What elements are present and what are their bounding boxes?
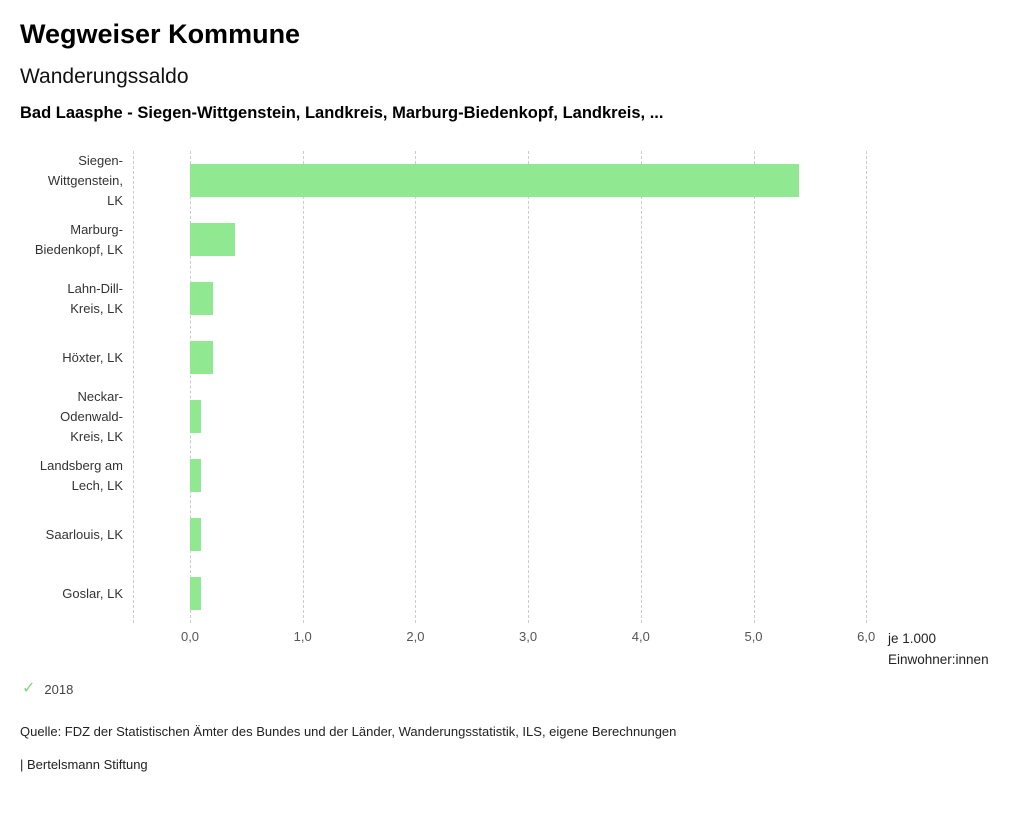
x-tick-label: 5,0 <box>744 629 763 645</box>
chart-subtitle: Bad Laasphe - Siegen-Wittgenstein, Landk… <box>20 103 664 122</box>
category-label: Lahn-Dill- Kreis, LK <box>67 280 123 316</box>
x-tick-label: 1,0 <box>293 629 312 645</box>
gridline <box>753 151 755 624</box>
category-label: Landsberg am Lech, LK <box>39 457 123 493</box>
gridline <box>640 151 642 624</box>
bar[interactable] <box>190 577 202 611</box>
source-text: Quelle: FDZ der Statistischen Ämter des … <box>20 724 677 740</box>
gridline <box>190 151 191 624</box>
bar-chart: Siegen- Wittgenstein, LK Marburg- Biedenkopf… <box>0 151 1024 667</box>
bar[interactable] <box>190 164 799 198</box>
bar[interactable] <box>190 459 202 493</box>
category-label: Goslar, LK <box>62 585 123 601</box>
bar[interactable] <box>190 400 202 434</box>
x-tick-label: 6,0 <box>857 629 876 645</box>
x-axis-unit-label: je 1.000 Einwohner:innen <box>888 631 989 668</box>
bar-track <box>133 328 871 387</box>
category-label: Höxter, LK <box>62 349 123 365</box>
category-label: Saarlouis, LK <box>45 526 123 542</box>
bar-track <box>133 387 871 446</box>
chart-row: Lahn-Dill- Kreis, LK <box>0 269 871 328</box>
chart-row: Neckar- Odenwald- Kreis, LK <box>0 387 871 446</box>
legend-item-2018[interactable]: ✓ 2018 <box>22 681 73 697</box>
chart-rows: Siegen- Wittgenstein, LK Marburg- Biedenkopf… <box>0 151 871 623</box>
gridlines <box>133 151 871 624</box>
page: Wegweiser Kommune Wanderungssaldo Bad La… <box>0 18 1024 815</box>
category-label: Siegen- Wittgenstein, LK <box>47 152 123 208</box>
chart-row: Marburg- Biedenkopf, LK <box>0 210 871 269</box>
chart-row: Saarlouis, LK <box>0 505 871 564</box>
gridline <box>133 151 134 624</box>
check-icon: ✓ <box>22 680 36 698</box>
bar-track <box>133 151 871 210</box>
chart-title: Wanderungssaldo <box>20 65 189 89</box>
chart-row: Siegen- Wittgenstein, LK <box>0 151 871 210</box>
bar[interactable] <box>190 282 213 316</box>
branding-text: | Bertelsmann Stiftung <box>20 757 148 773</box>
gridline <box>415 151 417 624</box>
gridline <box>866 151 868 624</box>
chart-row: Goslar, LK <box>0 564 871 623</box>
gridline <box>528 151 530 624</box>
x-tick-label: 2,0 <box>406 629 425 645</box>
bar-track <box>133 446 871 505</box>
chart-row: Höxter, LK <box>0 328 871 387</box>
category-label: Marburg- Biedenkopf, LK <box>34 221 123 257</box>
page-title: Wegweiser Kommune <box>20 19 301 49</box>
legend-label: 2018 <box>44 681 74 697</box>
bar-track <box>133 564 871 623</box>
gridline <box>302 151 304 624</box>
bar-track <box>133 505 871 564</box>
bar[interactable] <box>190 518 202 552</box>
x-axis: 0,0 1,0 2,0 3,0 4,0 5,0 6,0 <box>133 629 875 647</box>
bar[interactable] <box>190 223 236 257</box>
x-tick-label: 3,0 <box>519 629 538 645</box>
x-tick-label: 0,0 <box>180 629 200 645</box>
x-tick-label: 4,0 <box>631 629 650 645</box>
bar-track <box>133 269 871 328</box>
chart-row: Landsberg am Lech, LK <box>0 446 871 505</box>
bar[interactable] <box>190 341 213 375</box>
bar-track <box>133 210 871 269</box>
category-label: Neckar- Odenwald- Kreis, LK <box>60 388 123 444</box>
